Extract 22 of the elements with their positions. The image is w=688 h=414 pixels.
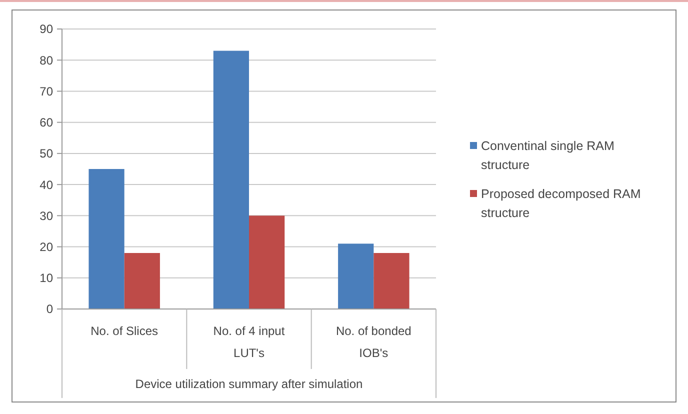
x-tick-label: No. of 4 input LUT's — [213, 324, 286, 360]
y-tick-label: 50 — [40, 146, 54, 161]
bar — [213, 50, 249, 309]
legend-label: Conventinal single RAM structure — [481, 139, 614, 172]
bar — [249, 216, 285, 309]
y-tick-label: 70 — [40, 84, 54, 98]
legend-label: Proposed decomposed RAM structure — [481, 187, 641, 220]
y-tick-label: 30 — [40, 208, 54, 223]
x-axis-title: Device utilization summary after simulation — [135, 377, 363, 391]
y-tick-label: 90 — [40, 22, 54, 36]
bar — [88, 169, 124, 309]
y-tick-label: 80 — [40, 53, 54, 68]
y-tick-label: 60 — [40, 116, 54, 130]
bar — [338, 244, 374, 309]
bar — [374, 253, 410, 309]
bar — [124, 253, 160, 309]
y-tick-label: 0 — [46, 302, 54, 316]
y-tick-label: 20 — [40, 240, 54, 254]
x-tick-label: No. of bonded IOB's — [336, 324, 412, 360]
y-tick-label: 40 — [40, 178, 54, 192]
x-tick-label: No. of Slices — [90, 324, 158, 338]
y-tick-label: 10 — [40, 271, 54, 286]
